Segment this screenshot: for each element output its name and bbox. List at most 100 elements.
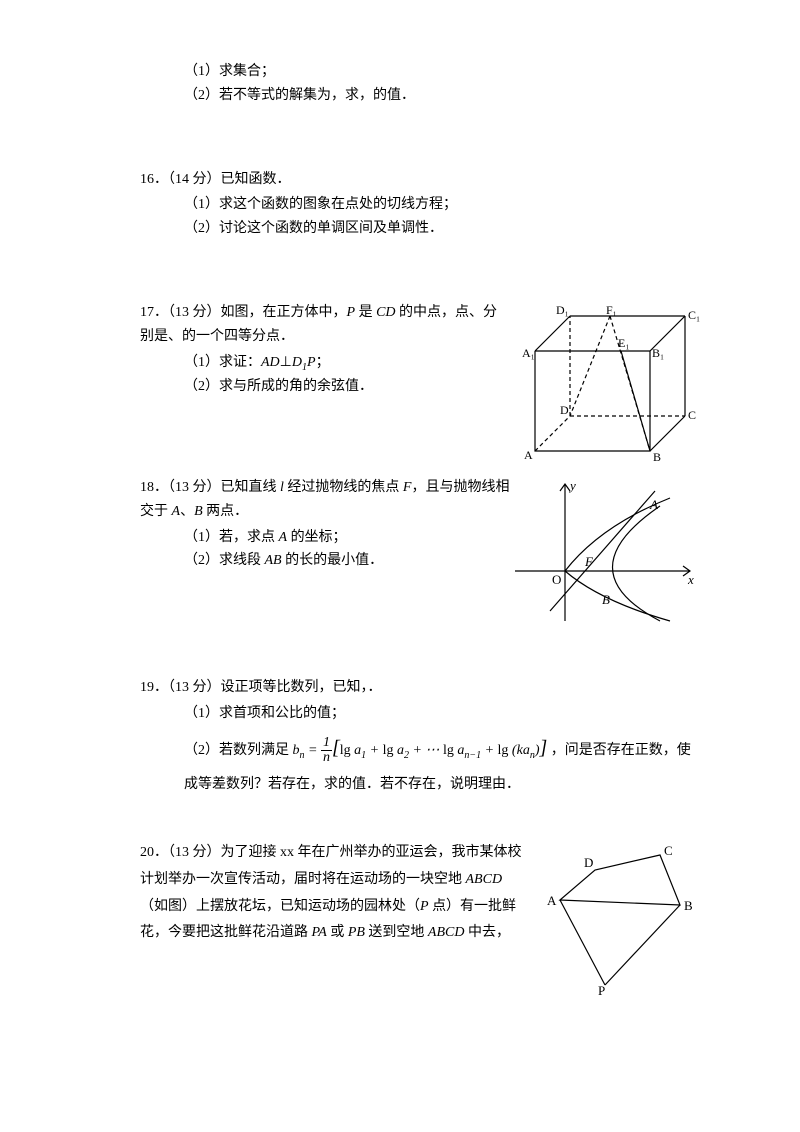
- q18-stem-d: 、: [180, 504, 194, 519]
- q18-sub2: （2）求线段 AB 的长的最小值．: [140, 549, 510, 573]
- q18-sub1-b: 的坐标；: [287, 530, 347, 545]
- f-lb: [: [332, 737, 340, 759]
- q19: 19．（13 分）设正项等比数列，已知，． （1）求首项和公比的值； （2）若数…: [140, 676, 700, 800]
- quad-svg: A B C D P: [530, 840, 700, 995]
- q17-sub1-b: AD: [261, 355, 280, 370]
- q17-sub1-g: ；: [316, 355, 330, 370]
- parabola-svg: x y O F A B: [510, 476, 700, 626]
- q16-header: 16．（14 分）已知函数．: [140, 168, 700, 192]
- lbl-x: x: [687, 572, 694, 587]
- q17-stem-b: 是: [355, 305, 376, 320]
- f-1: 1: [321, 736, 332, 751]
- cube-svg: A₁ B₁ C₁ D₁ A B C D E₁ F₁: [510, 301, 700, 466]
- q18-stem-b: 经过抛物线的焦点: [284, 480, 403, 495]
- q20-l2h: 送到空地: [365, 925, 428, 940]
- f-p1: +: [366, 743, 382, 758]
- q17-fig: A₁ B₁ C₁ D₁ A B C D E₁ F₁: [510, 301, 700, 466]
- spacer: [140, 626, 700, 666]
- lbl-qP: P: [598, 983, 605, 995]
- f-a4: a: [523, 743, 530, 758]
- q17-sub1-a: （1）求证：: [184, 355, 261, 370]
- spacer: [140, 241, 700, 301]
- q16-sub1: （1）求这个函数的图象在点处的切线方程；: [140, 193, 700, 217]
- spacer: [140, 108, 700, 168]
- q19-num: 19．: [140, 680, 168, 695]
- q19-header: 19．（13 分）设正项等比数列，已知，．: [140, 676, 700, 700]
- f-a2: a: [397, 743, 404, 758]
- lbl-B1: B₁: [652, 346, 664, 360]
- lbl-qD: D: [584, 855, 593, 870]
- q20-body: 20．（13 分）为了迎接 xx 年在广州举办的亚运会，我市某体校计划举办一次宣…: [140, 840, 530, 946]
- q20-l2j: 中去，: [464, 925, 510, 940]
- lbl-Bpt: B: [602, 592, 610, 607]
- q18-stem-a: 已知直线: [221, 480, 281, 495]
- q20-num: 20．: [140, 845, 168, 860]
- lbl-F: F: [584, 554, 594, 569]
- q17: 17．（13 分）如图，在正方体中，P 是 CD 的中点，点、分别是、的一个四等…: [140, 301, 510, 399]
- f-lg2: lg: [383, 743, 397, 758]
- q17-header: 17．（13 分）如图，在正方体中，P 是 CD 的中点，点、分别是、的一个四等…: [140, 301, 510, 349]
- q16-pts: （14 分）: [168, 172, 221, 187]
- q15-sub1: （1）求集合；: [140, 60, 700, 84]
- q20-P: P: [420, 899, 429, 914]
- lbl-Apt: A: [649, 497, 658, 512]
- q18-sub1-a: （1）若，求点: [184, 530, 279, 545]
- q18: 18．（13 分）已知直线 l 经过抛物线的焦点 F，且与抛物线相交于 A、B …: [140, 476, 510, 573]
- f-lg1: lg: [340, 743, 354, 758]
- lbl-qC: C: [664, 843, 673, 858]
- lbl-B: B: [653, 450, 661, 464]
- q20-abcd: ABCD: [466, 872, 503, 887]
- f-eq: =: [305, 743, 321, 758]
- q19-sub2-a: （2）若数列满足: [184, 743, 293, 758]
- q17-sub2: （2）求与所成的角的余弦值．: [140, 375, 510, 399]
- lbl-A: A: [524, 448, 533, 462]
- q19-pts: （13 分）: [168, 680, 221, 695]
- q17-sub1-c: ⊥: [280, 355, 292, 370]
- lbl-E1: E₁: [618, 336, 630, 350]
- q20-fig: A B C D P: [530, 840, 700, 995]
- q17-sub1-f: P: [307, 355, 316, 370]
- q20-PB: PB: [348, 925, 365, 940]
- q20-pts: （13 分）: [168, 845, 221, 860]
- q18-sub1-A: A: [279, 530, 288, 545]
- q18-sub1: （1）若，求点 A 的坐标；: [140, 526, 510, 550]
- q18-row: 18．（13 分）已知直线 l 经过抛物线的焦点 F，且与抛物线相交于 A、B …: [140, 476, 700, 626]
- q17-stem-a: 如图，在正方体中，: [221, 305, 347, 320]
- q19-sub2: （2）若数列满足 bn = 1n[lg a1 + lg a2 + ⋯ lg an…: [140, 726, 700, 801]
- q19-stem: 设正项等比数列，已知，．: [221, 680, 382, 695]
- q18-num: 18．: [140, 480, 168, 495]
- q17-row: 17．（13 分）如图，在正方体中，P 是 CD 的中点，点、分别是、的一个四等…: [140, 301, 700, 466]
- q15-sub2: （2）若不等式的解集为，求，的值．: [140, 84, 700, 108]
- q18-B: B: [194, 504, 203, 519]
- q17-P: P: [347, 305, 356, 320]
- lbl-C1: C₁: [688, 308, 700, 322]
- q17-num: 17．: [140, 305, 168, 320]
- q17-pts: （13 分）: [168, 305, 221, 320]
- q18-header: 18．（13 分）已知直线 l 经过抛物线的焦点 F，且与抛物线相交于 A、B …: [140, 476, 510, 524]
- spacer: [140, 666, 700, 676]
- q19-sub1: （1）求首项和公比的值；: [140, 702, 700, 726]
- lbl-C: C: [688, 408, 696, 422]
- spacer: [140, 800, 700, 840]
- q20-l2b: （如图）上摆放花坛，已知运动场的园林处（: [140, 899, 420, 914]
- q18-sub2-b: 的长的最小值．: [282, 553, 384, 568]
- q20: 20．（13 分）为了迎接 xx 年在广州举办的亚运会，我市某体校计划举办一次宣…: [140, 840, 530, 946]
- f-nm1: n−1: [464, 749, 481, 760]
- q18-sub2-AB: AB: [265, 553, 282, 568]
- q18-pts: （13 分）: [168, 480, 221, 495]
- lbl-F1: F₁: [606, 303, 617, 317]
- q16-sub2: （2）讨论这个函数的单调区间及单调性．: [140, 217, 700, 241]
- lbl-qB: B: [684, 898, 693, 913]
- q16: 16．（14 分）已知函数． （1）求这个函数的图象在点处的切线方程； （2）讨…: [140, 168, 700, 241]
- q18-fig: x y O F A B: [510, 476, 700, 626]
- q20-row: 20．（13 分）为了迎接 xx 年在广州举办的亚运会，我市某体校计划举办一次宣…: [140, 840, 700, 995]
- q20-PA: PA: [312, 925, 327, 940]
- f-lg4: lg: [498, 743, 512, 758]
- q16-num: 16．: [140, 172, 168, 187]
- spacer: [140, 466, 700, 476]
- q16-stem: 已知函数．: [221, 172, 291, 187]
- lbl-qA: A: [547, 893, 557, 908]
- f-p2: +: [481, 743, 497, 758]
- q18-A: A: [172, 504, 181, 519]
- q17-sub1-d: D: [292, 355, 302, 370]
